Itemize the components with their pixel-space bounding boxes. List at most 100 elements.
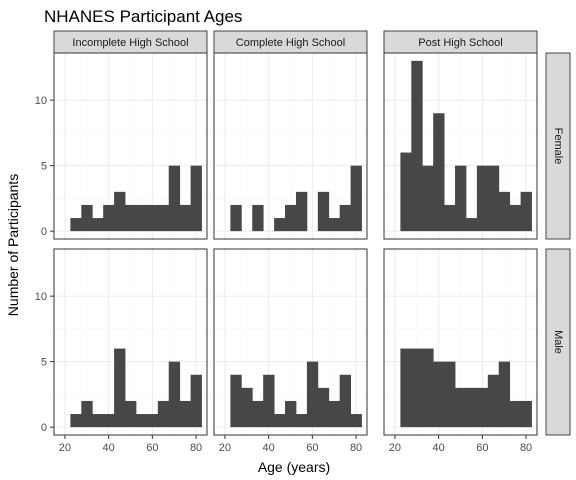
histogram-bar xyxy=(317,191,330,232)
x-tick-label: 60 xyxy=(476,442,488,454)
histogram-bar xyxy=(285,204,297,232)
column-strip-label: Complete High School xyxy=(236,37,345,49)
histogram-bar xyxy=(455,165,467,232)
panel-border xyxy=(383,52,538,240)
histogram-bar xyxy=(306,361,319,428)
histogram-bar xyxy=(411,348,423,428)
column-strip-label: Incomplete High School xyxy=(72,37,188,49)
histogram-bar xyxy=(487,374,500,428)
histogram-bar xyxy=(92,414,104,428)
facet-panel-male-0: 0 5 10 20 40 60 80 xyxy=(35,248,208,454)
histogram-bar xyxy=(509,400,522,428)
histogram-bar xyxy=(190,374,202,428)
histogram-bar xyxy=(179,400,192,428)
facet-grid: Incomplete High School Complete High Scho… xyxy=(35,30,571,454)
facet-panel-female-1 xyxy=(213,52,368,240)
x-tick-label: 60 xyxy=(306,442,318,454)
histogram-bar xyxy=(168,361,181,428)
facet-panel-male-2: 20 40 60 80 xyxy=(383,248,538,454)
facet-panel-female-2 xyxy=(383,52,538,240)
histogram-bar xyxy=(157,400,170,428)
histogram-bar xyxy=(433,361,445,428)
histogram-bar xyxy=(328,400,341,428)
facet-panel-female-0: 0 5 10 xyxy=(35,52,208,240)
histogram-bar xyxy=(400,348,412,428)
histogram-bar xyxy=(70,218,82,232)
histogram-bar xyxy=(135,204,148,232)
histogram-bar xyxy=(520,400,532,428)
x-tick-label: 20 xyxy=(59,442,71,454)
panel-border xyxy=(53,52,208,240)
histogram-bar xyxy=(444,361,456,428)
histogram-bar xyxy=(81,400,93,428)
column-strip-label: Post High School xyxy=(418,37,502,49)
histogram-bar xyxy=(125,400,137,428)
histogram-bar xyxy=(135,414,148,428)
x-tick-label: 20 xyxy=(219,442,231,454)
histogram-bar xyxy=(295,191,308,232)
histogram-bar xyxy=(328,218,341,232)
histogram-bar xyxy=(498,191,511,232)
y-tick-label: 5 xyxy=(41,357,47,369)
histogram-bar xyxy=(411,60,423,232)
panel-border xyxy=(53,248,208,436)
chart-title: NHANES Participant Ages xyxy=(44,7,242,26)
histogram-bar xyxy=(70,414,82,428)
histogram-bar xyxy=(230,374,242,428)
x-tick-label: 80 xyxy=(520,442,532,454)
histogram-bar xyxy=(422,348,434,428)
x-tick-label: 80 xyxy=(190,442,202,454)
histogram-bar xyxy=(114,348,126,428)
x-tick-label: 40 xyxy=(433,442,445,454)
y-tick-label: 0 xyxy=(41,226,47,238)
panel-border xyxy=(213,52,368,240)
y-tick-label: 10 xyxy=(35,95,47,107)
histogram-bar xyxy=(498,361,511,428)
histogram-bar xyxy=(422,165,434,232)
histogram-bar xyxy=(114,191,126,232)
histogram-bar xyxy=(285,400,297,428)
row-strip-label: Male xyxy=(552,330,564,354)
histogram-bar xyxy=(433,113,445,232)
x-tick-label: 80 xyxy=(350,442,362,454)
histogram-bar xyxy=(350,414,362,428)
y-axis-title: Number of Participants xyxy=(5,174,21,316)
histogram-bar xyxy=(103,414,115,428)
histogram-bar xyxy=(241,387,253,428)
histogram-bar xyxy=(81,204,93,232)
x-tick-label: 40 xyxy=(103,442,115,454)
y-tick-label: 0 xyxy=(41,422,47,434)
histogram-bar xyxy=(455,387,467,428)
histogram-bar xyxy=(146,414,159,428)
histogram-bar xyxy=(444,204,456,232)
histogram-bar xyxy=(339,204,352,232)
histogram-bar xyxy=(92,218,104,232)
x-tick-label: 20 xyxy=(389,442,401,454)
histogram-bar xyxy=(103,204,115,232)
histogram-bar xyxy=(190,165,202,232)
y-tick-label: 10 xyxy=(35,291,47,303)
histogram-bar xyxy=(350,165,362,232)
histogram-bar xyxy=(295,414,308,428)
histogram-bar xyxy=(252,204,264,232)
y-tick-label: 5 xyxy=(41,161,47,173)
histogram-bar xyxy=(520,191,532,232)
histogram-bar xyxy=(400,152,412,232)
histogram-bar xyxy=(339,374,352,428)
histogram-bar xyxy=(263,374,275,428)
histogram-bar xyxy=(230,204,242,232)
histogram-bar xyxy=(509,204,522,232)
row-strip xyxy=(545,52,571,240)
histogram-bar xyxy=(179,204,192,232)
panel-border xyxy=(213,248,368,436)
histogram-bar xyxy=(274,414,286,428)
row-strip-label: Female xyxy=(552,128,564,165)
histogram-bar xyxy=(252,400,264,428)
histogram-bar xyxy=(125,204,137,232)
histogram-bar xyxy=(476,165,489,232)
histogram-bar xyxy=(168,165,181,232)
x-tick-label: 60 xyxy=(146,442,158,454)
row-strip xyxy=(545,248,571,436)
histogram-bar xyxy=(274,218,286,232)
